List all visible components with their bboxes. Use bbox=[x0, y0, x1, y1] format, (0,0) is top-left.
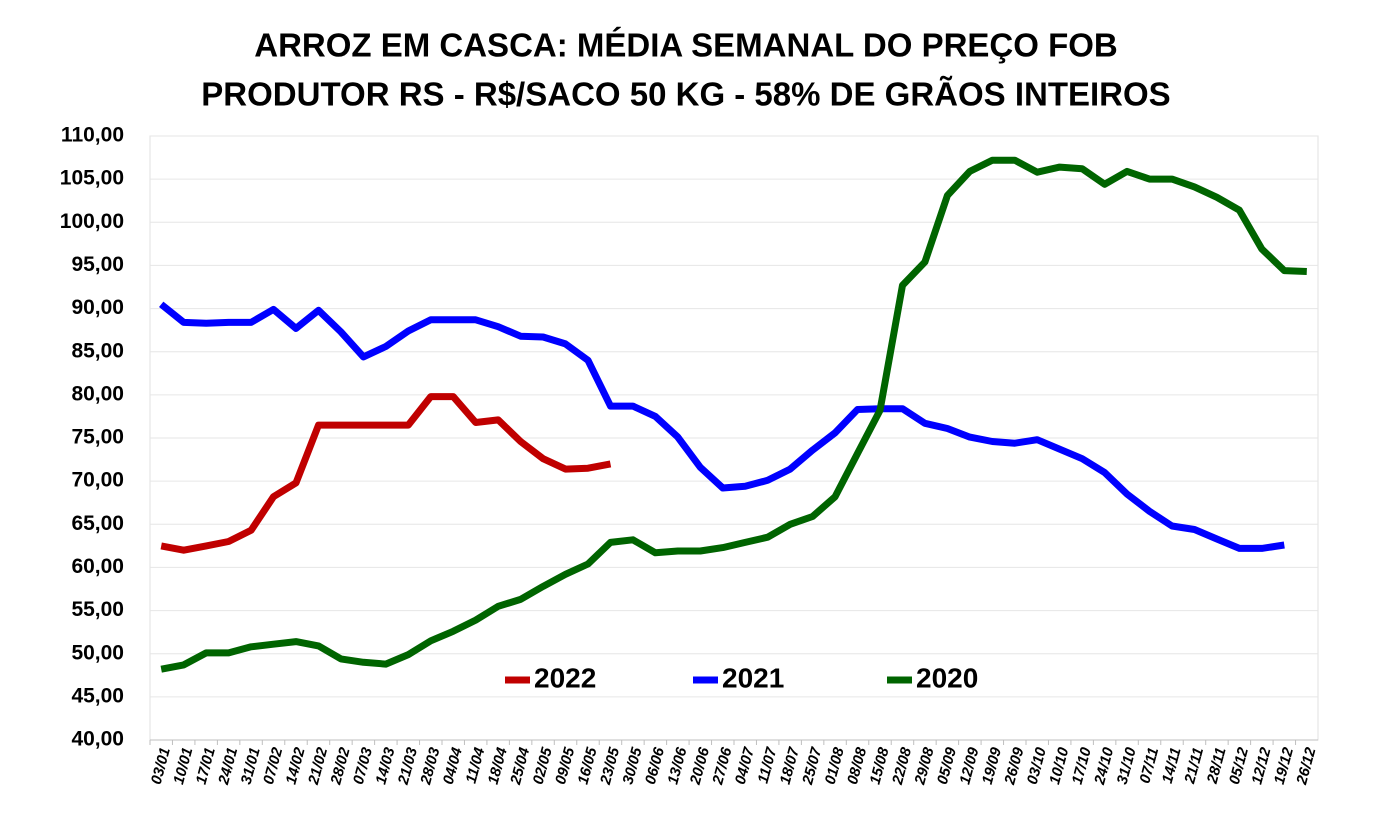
y-tick-label: 40,00 bbox=[71, 728, 124, 751]
x-tick-label: 26/12 bbox=[1293, 745, 1320, 787]
y-tick-label: 100,00 bbox=[60, 210, 124, 233]
legend-label: 2021 bbox=[722, 662, 784, 693]
y-tick-label: 90,00 bbox=[71, 296, 124, 319]
series-line bbox=[160, 156, 1307, 673]
chart-title: ARROZ EM CASCA: MÉDIA SEMANAL DO PREÇO F… bbox=[254, 27, 1118, 64]
y-tick-label: 65,00 bbox=[71, 512, 124, 535]
series-line bbox=[160, 393, 612, 554]
y-tick-label: 80,00 bbox=[71, 382, 124, 405]
legend-label: 2020 bbox=[916, 662, 978, 693]
y-tick-label: 110,00 bbox=[61, 124, 124, 147]
chart-title: PRODUTOR RS - R$/SACO 50 KG - 58% DE GRÃ… bbox=[201, 76, 1170, 113]
y-tick-label: 95,00 bbox=[71, 253, 124, 276]
legend-label: 2022 bbox=[534, 662, 596, 693]
series-line bbox=[159, 301, 1285, 552]
y-tick-label: 85,00 bbox=[71, 339, 124, 362]
y-tick-label: 105,00 bbox=[60, 167, 124, 190]
y-tick-label: 55,00 bbox=[71, 598, 124, 621]
y-tick-label: 60,00 bbox=[71, 555, 124, 578]
y-tick-label: 50,00 bbox=[71, 641, 124, 664]
y-tick-label: 70,00 bbox=[71, 469, 124, 492]
y-tick-label: 45,00 bbox=[71, 684, 124, 707]
y-tick-label: 75,00 bbox=[71, 426, 124, 449]
